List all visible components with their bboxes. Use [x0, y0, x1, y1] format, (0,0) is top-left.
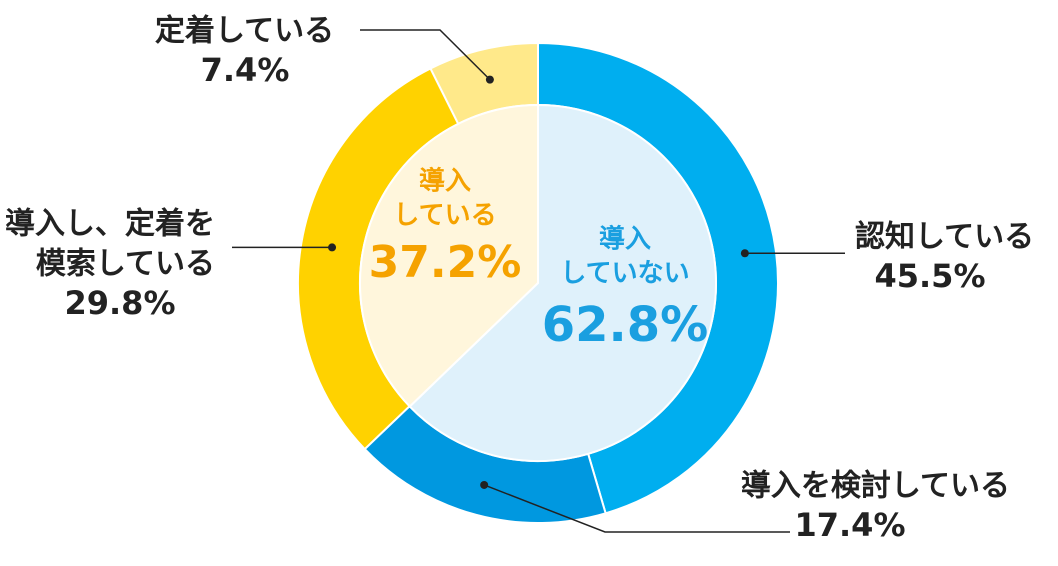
inner-value: 37.2%	[369, 237, 522, 288]
inner-label: していない	[560, 259, 689, 289]
segment-label: 模索している	[36, 247, 215, 282]
segment-value: 17.4%	[794, 506, 905, 544]
inner-label: 導入	[599, 224, 651, 255]
segment-value: 7.4%	[201, 51, 290, 89]
leader-line	[483, 484, 790, 533]
leader-line	[360, 29, 491, 81]
segment-value: 29.8%	[64, 284, 175, 322]
inner-value: 62.8%	[542, 297, 709, 353]
segment-value: 45.5%	[874, 257, 985, 295]
inner-label: している	[393, 201, 496, 231]
segment-label: 認知している	[855, 220, 1034, 255]
segment-label: 定着している	[155, 14, 334, 49]
segment-label: 導入を検討している	[741, 469, 1010, 504]
leader-dot	[328, 243, 337, 252]
inner-segment	[408, 103, 717, 462]
leader-dot	[480, 480, 489, 489]
segment-label: 導入し、定着を	[5, 207, 215, 242]
leader-dot	[740, 249, 749, 258]
inner-segment	[359, 103, 539, 408]
leader-dot	[485, 75, 494, 84]
inner-label: 導入	[419, 166, 471, 197]
